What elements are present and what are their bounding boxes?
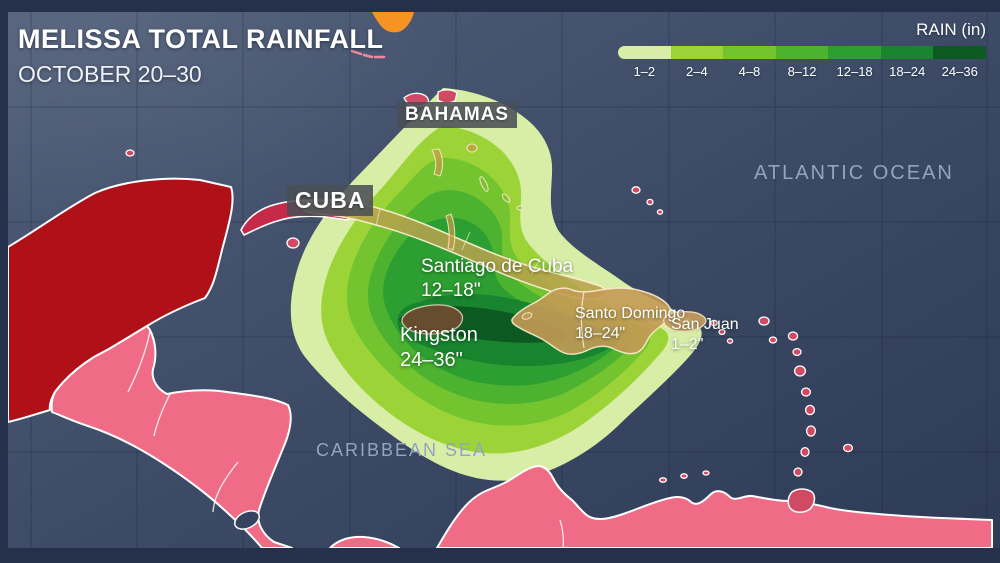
annotation-city: San Juan [671, 316, 739, 333]
annotation-city: Santiago de Cuba [421, 256, 574, 277]
annotation-rainfall-value: 1–2" [671, 336, 704, 353]
jamaica-island [401, 304, 464, 335]
legend-item: 18–24 [880, 46, 934, 79]
lake-nicaragua [233, 510, 261, 530]
virgin-islets [710, 319, 734, 344]
legend-chip-label: 4–8 [738, 64, 761, 79]
bahamas-inner-islets [431, 143, 524, 251]
cuba-province-lines [375, 207, 541, 275]
puerto-rico-island [663, 310, 707, 332]
legend-item: 4–8 [723, 46, 776, 79]
trinidad-island [787, 488, 816, 513]
annotation-rainfall-value: 24–36" [400, 349, 463, 371]
legend-chip-label: 8–12 [787, 64, 817, 79]
florida-keys [350, 49, 386, 59]
isle-of-youth [286, 237, 300, 249]
legend-chip-label: 2–4 [686, 64, 708, 79]
legend-chip [723, 46, 776, 59]
legend-title: RAIN (in) [916, 20, 986, 39]
bahamas-label: BAHAMAS [397, 102, 518, 128]
haiti-dr-border [580, 291, 585, 349]
cuba-label-text: CUBA [287, 185, 374, 216]
bahamas-label-text: BAHAMAS [397, 102, 518, 128]
legend-chip-label: 18–24 [889, 64, 926, 79]
legend-chip-label: 12–18 [836, 64, 873, 79]
panama-coast [329, 535, 400, 548]
legend-chip [933, 46, 987, 59]
legend-chip [775, 46, 829, 59]
south-america [436, 465, 993, 548]
annotation-san-juan: San Juan 1–2" [671, 315, 739, 355]
legend-chip-label: 1–2 [633, 64, 656, 79]
page-subtitle: OCTOBER 20–30 [18, 61, 202, 87]
legend-chip [880, 46, 934, 59]
turks-islets [631, 186, 664, 215]
legend-item: 2–4 [670, 46, 724, 79]
florida-tip [372, 12, 414, 33]
map-geography [8, 12, 1000, 548]
annotation-rainfall-value: 12–18" [421, 279, 481, 301]
annotation-santiago-de-cuba: Santiago de Cuba 12–18" [421, 255, 573, 303]
legend-item: 1–2 [618, 46, 671, 79]
annotation-city: Santo Domingo [575, 305, 686, 322]
annotation-kingston: Kingston 24–36" [400, 323, 478, 373]
hispaniola-island [511, 287, 672, 355]
page-title: MELISSA TOTAL RAINFALL [18, 24, 384, 54]
atlantic-ocean-label: ATLANTIC OCEAN [754, 162, 954, 184]
legend-chip [618, 46, 671, 59]
legend-scale: 1–2 2–4 4–8 8–12 12–18 18–24 24–36 [618, 46, 987, 79]
legend-item: 24–36 [933, 46, 987, 79]
annotation-rainfall-value: 18–24" [575, 325, 626, 342]
lesser-antilles-arc [758, 316, 854, 477]
map-canvas: BAHAMAS CUBA ATLANTIC OCEAN CARIBBEAN SE… [8, 12, 1000, 548]
country-borders [127, 330, 565, 548]
landmasses [8, 12, 993, 548]
legend-chip [670, 46, 724, 59]
gonave-islet [521, 312, 533, 320]
legend-chip [828, 46, 881, 59]
cuba-label: CUBA [287, 185, 374, 216]
rainfall-legend: RAIN (in) 1–2 2–4 4–8 8–12 12–18 18–24 24–36 [614, 20, 987, 79]
islands-under-rain [299, 143, 707, 355]
islet-nw-cuba [125, 149, 135, 157]
small-islands [125, 89, 854, 483]
caribbean-sea-label: CARIBBEAN SEA [316, 440, 488, 460]
legend-chip-label: 24–36 [941, 64, 978, 79]
annotation-santo-domingo: Santo Domingo 18–24" [575, 304, 685, 344]
central-america [50, 325, 293, 548]
bahamas-islet-east [437, 89, 458, 104]
annotation-city: Kingston [400, 324, 478, 346]
legend-item: 12–18 [828, 46, 881, 79]
abc-islets [658, 470, 710, 483]
legend-item: 8–12 [775, 46, 829, 79]
